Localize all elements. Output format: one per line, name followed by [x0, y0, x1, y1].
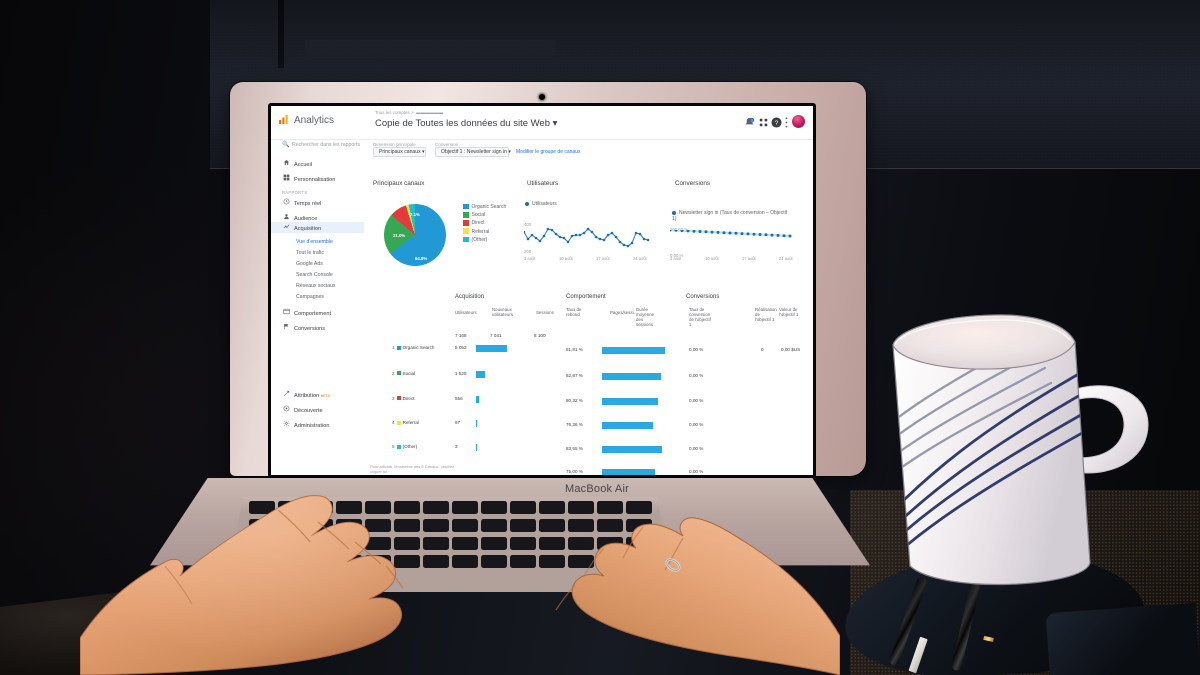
svg-text:?: ?: [775, 120, 779, 127]
